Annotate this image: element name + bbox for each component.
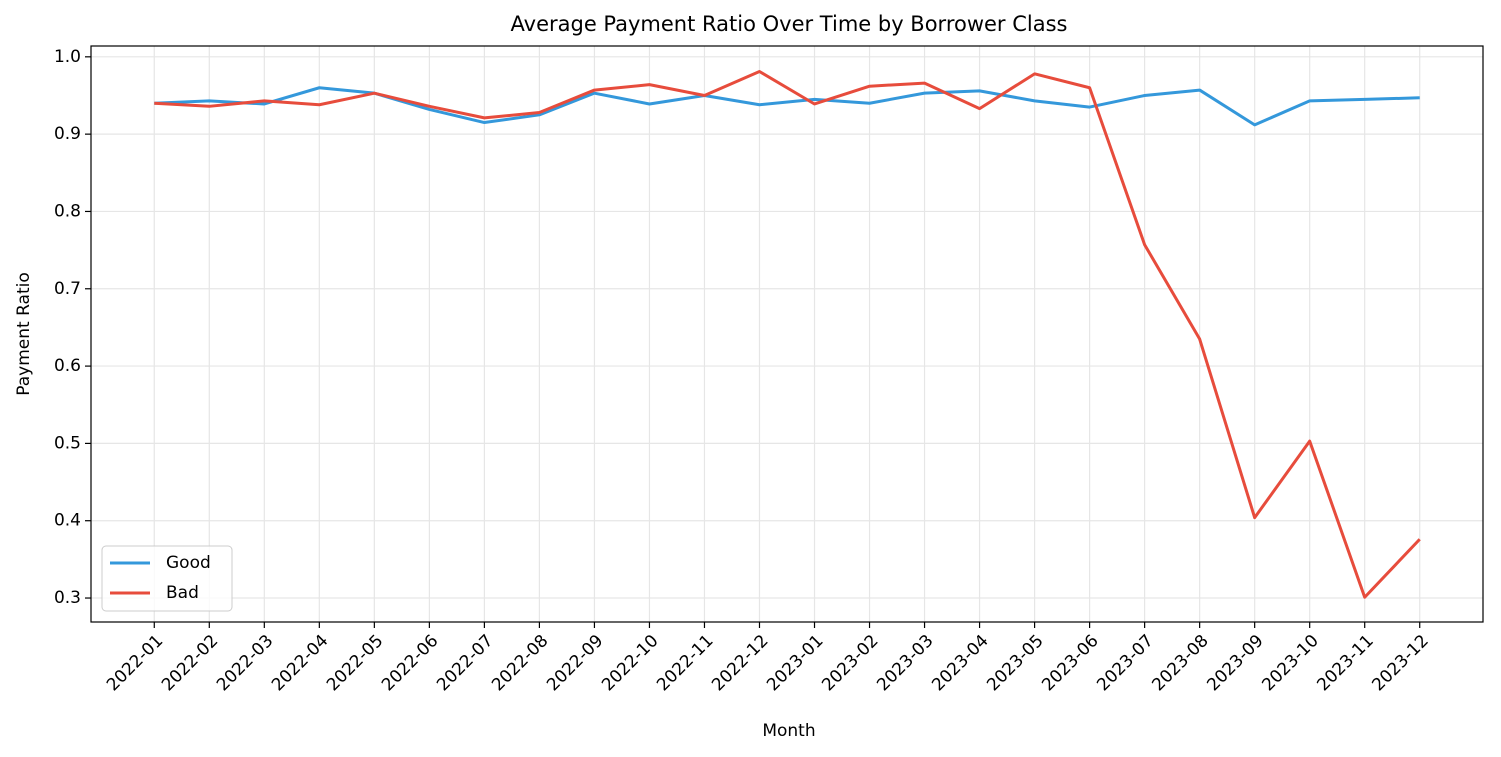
x-tick-label: 2023-05 — [983, 631, 1047, 695]
plot-frame — [90, 45, 1484, 623]
x-tick-label: 2023-01 — [763, 631, 827, 695]
x-tick-label: 2022-08 — [488, 631, 552, 695]
y-tick-label: 0.3 — [54, 588, 81, 608]
x-tick-label: 2023-12 — [1368, 631, 1432, 695]
x-tick-label: 2023-07 — [1093, 631, 1157, 695]
chart-title: Average Payment Ratio Over Time by Borro… — [511, 12, 1068, 36]
legend: Good Bad — [101, 545, 233, 612]
y-tick-label: 0.4 — [54, 511, 81, 531]
x-tick-label: 2023-03 — [873, 631, 937, 695]
x-tick-label: 2022-07 — [433, 631, 497, 695]
x-tick-label: 2022-03 — [213, 631, 277, 695]
y-axis-label: Payment Ratio — [14, 272, 34, 395]
x-tick-label: 2022-02 — [158, 631, 222, 695]
x-axis-label: Month — [762, 721, 815, 741]
y-tick-label: 1.0 — [54, 47, 81, 67]
x-tick-label: 2022-12 — [708, 631, 772, 695]
x-tick-label: 2023-08 — [1148, 631, 1212, 695]
y-tick-label: 0.7 — [54, 279, 81, 299]
data-line — [154, 70, 1421, 599]
y-tick-label: 0.8 — [54, 201, 81, 221]
x-tick-label: 2023-04 — [928, 631, 992, 695]
x-tick-label: 2022-05 — [323, 631, 387, 695]
legend-label: Bad — [166, 583, 199, 603]
y-tick-label: 0.5 — [54, 433, 81, 453]
data-line — [154, 86, 1420, 127]
x-tick-label: 2022-01 — [103, 631, 167, 695]
x-tick-label: 2023-10 — [1258, 631, 1322, 695]
x-tick-label: 2022-06 — [378, 631, 442, 695]
x-tick-label: 2023-11 — [1313, 631, 1377, 695]
x-tick-label: 2022-10 — [598, 631, 662, 695]
y-tick-label: 0.9 — [54, 124, 81, 144]
y-tick-label: 0.6 — [54, 356, 81, 376]
legend-label: Good — [166, 553, 211, 573]
x-tick-label: 2022-09 — [543, 631, 607, 695]
x-tick-label: 2023-06 — [1038, 631, 1102, 695]
x-tick-label: 2022-04 — [268, 631, 332, 695]
x-tick-label: 2022-11 — [653, 631, 717, 695]
x-tick-label: 2023-09 — [1203, 631, 1267, 695]
x-tick-label: 2023-02 — [818, 631, 882, 695]
